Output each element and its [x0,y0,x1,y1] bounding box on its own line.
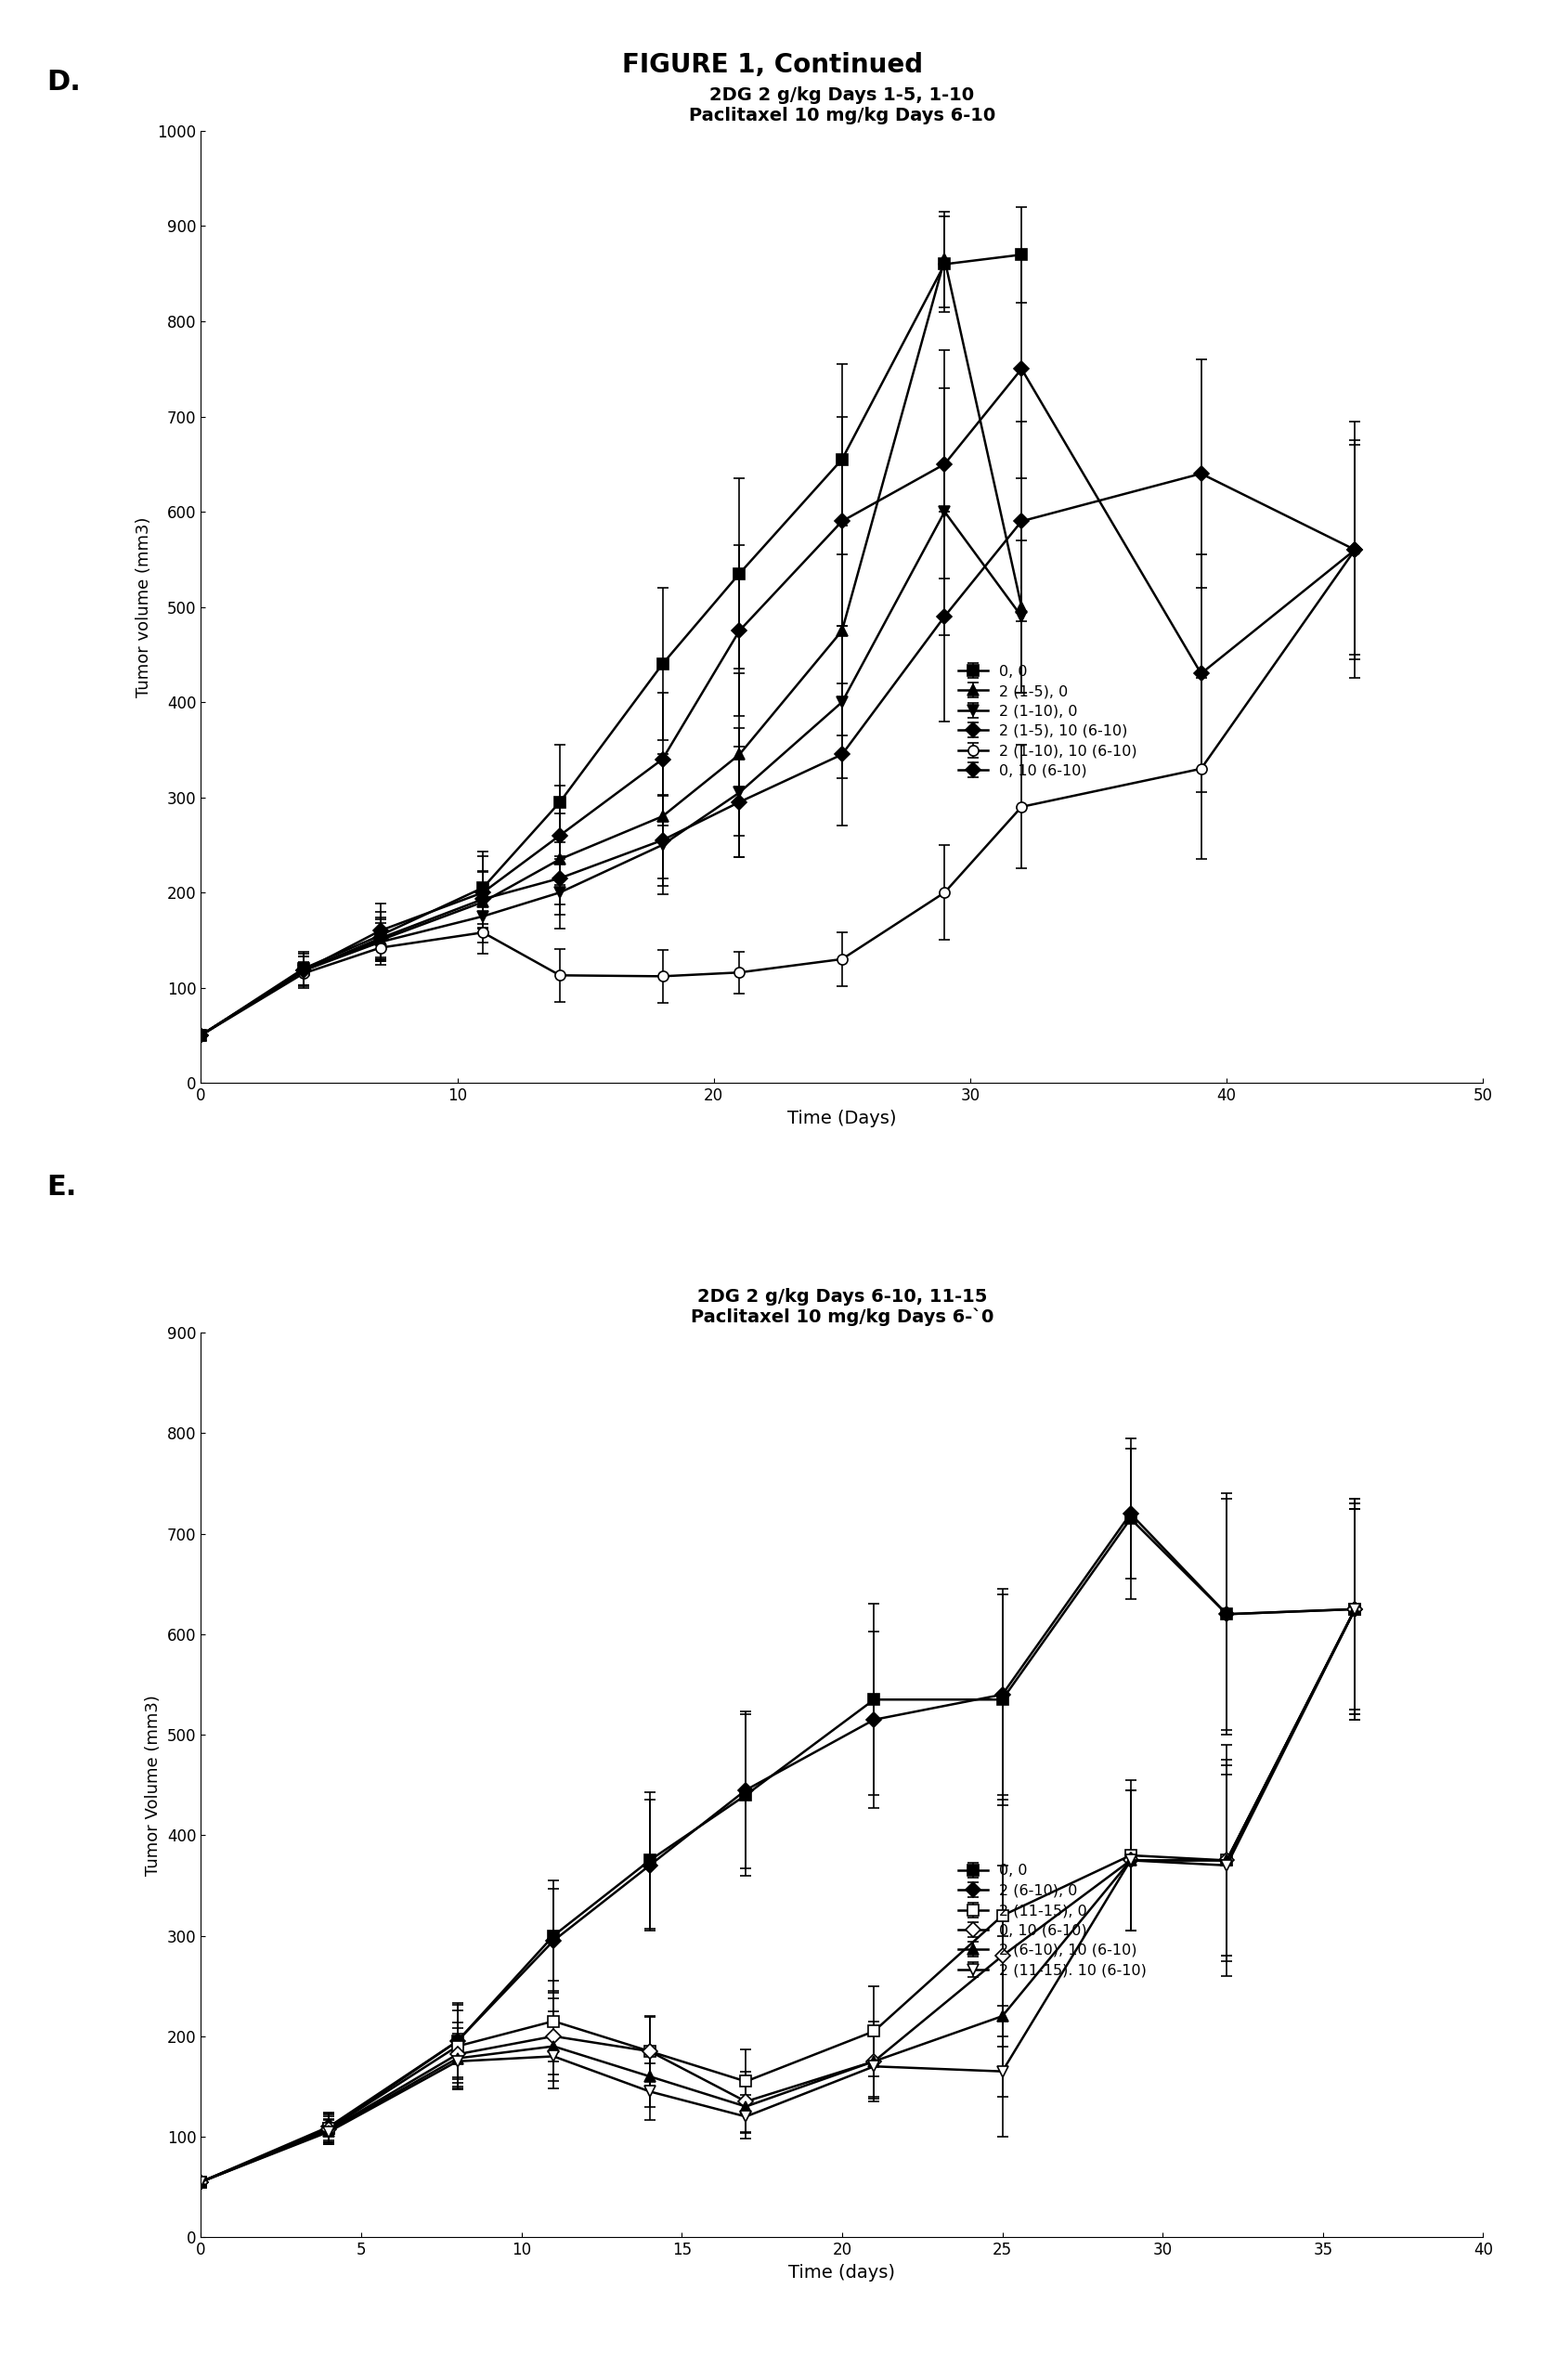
Y-axis label: Tumor volume (mm3): Tumor volume (mm3) [136,516,151,697]
Text: D.: D. [46,69,80,95]
Title: 2DG 2 g/kg Days 1-5, 1-10
Paclitaxel 10 mg/kg Days 6-10: 2DG 2 g/kg Days 1-5, 1-10 Paclitaxel 10 … [689,86,995,124]
Title: 2DG 2 g/kg Days 6-10, 11-15
Paclitaxel 10 mg/kg Days 6-`0: 2DG 2 g/kg Days 6-10, 11-15 Paclitaxel 1… [691,1288,993,1326]
Legend: 0, 0, 2 (1-5), 0, 2 (1-10), 0, 2 (1-5), 10 (6-10), 2 (1-10), 10 (6-10), 0, 10 (6: 0, 0, 2 (1-5), 0, 2 (1-10), 0, 2 (1-5), … [952,659,1143,783]
Legend: 0, 0, 2 (6-10), 0, 2 (11-15), 0, 0, 10 (6-10), 2 (6-10), 10 (6-10), 2 (11-15). 1: 0, 0, 2 (6-10), 0, 2 (11-15), 0, 0, 10 (… [952,1859,1153,1983]
X-axis label: Time (days): Time (days) [788,2263,896,2282]
Y-axis label: Tumor Volume (mm3): Tumor Volume (mm3) [145,1695,162,1875]
Text: FIGURE 1, Continued: FIGURE 1, Continued [623,52,922,79]
X-axis label: Time (Days): Time (Days) [788,1109,896,1128]
Text: E.: E. [46,1173,76,1200]
